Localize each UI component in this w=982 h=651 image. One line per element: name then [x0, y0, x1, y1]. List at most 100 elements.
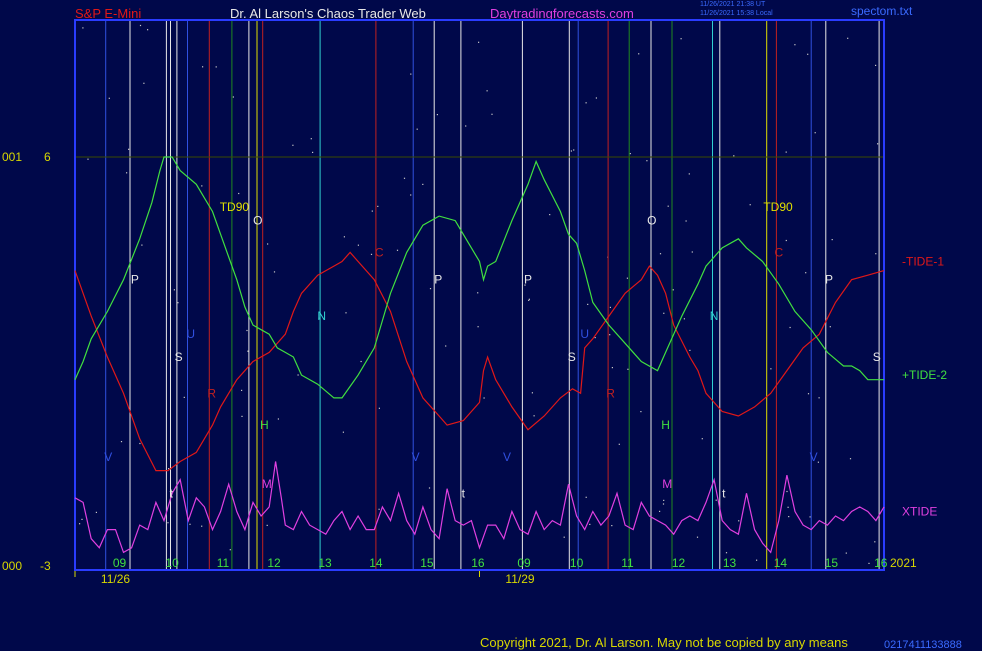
corner-code: 0217411133888 — [884, 639, 962, 651]
star-dot — [396, 249, 399, 251]
star-dot — [701, 438, 703, 440]
hour-tick-label: 13 — [723, 556, 737, 570]
star-dot — [688, 173, 690, 175]
star-dot — [343, 236, 345, 238]
star-dot — [787, 506, 789, 508]
star-dot — [685, 220, 687, 222]
star-dot — [147, 29, 149, 31]
star-dot — [477, 326, 479, 328]
star-dot — [410, 73, 412, 75]
star-dot — [141, 244, 143, 246]
y-left-tick: 000 — [2, 559, 22, 573]
star-dot — [849, 458, 852, 460]
star-dot — [297, 374, 299, 376]
star-dot — [312, 151, 314, 153]
site-link[interactable]: Daytradingforecasts.com — [490, 6, 634, 21]
star-dot — [201, 525, 203, 527]
star-dot — [611, 525, 613, 527]
cycle-marker: R — [606, 386, 615, 400]
cycle-marker: C — [774, 245, 783, 259]
star-dot — [587, 303, 589, 305]
star-dot — [549, 214, 551, 216]
star-dot — [573, 149, 575, 151]
star-dot — [875, 253, 877, 255]
star-dot — [215, 66, 217, 68]
series-line-1 — [74, 156, 884, 399]
star-dot — [232, 96, 234, 98]
series-label: +TIDE-2 — [902, 368, 947, 382]
star-dot — [531, 392, 533, 394]
star-dot — [429, 288, 432, 290]
hour-tick-label: 16 — [471, 556, 485, 570]
star-dot — [202, 66, 204, 68]
star-dot — [585, 102, 587, 104]
star-dot — [238, 192, 240, 195]
star-dot — [594, 337, 596, 339]
star-dot — [345, 312, 347, 314]
star-dot — [789, 326, 791, 329]
star-dot — [128, 148, 130, 150]
hour-tick-label: 11 — [217, 556, 230, 570]
hour-tick-label: 15 — [825, 556, 839, 570]
star-dot — [139, 24, 142, 27]
star-dot — [177, 302, 179, 304]
star-dot — [416, 128, 418, 130]
star-dot — [241, 415, 243, 417]
timestamp-utc: 11/26/2021 21:38 UT — [700, 1, 766, 8]
star-dot — [126, 172, 128, 174]
date-label: 11/29 — [505, 572, 534, 586]
star-dot — [377, 205, 379, 207]
hour-tick-label: 13 — [318, 556, 332, 570]
star-dot — [528, 298, 530, 300]
hour-tick-label: 09 — [517, 556, 531, 570]
star-dot — [173, 289, 175, 291]
star-dot — [267, 243, 269, 245]
star-dot — [563, 536, 565, 538]
star-dot — [436, 114, 438, 116]
hour-tick-label: 12 — [672, 556, 686, 570]
hour-tick-label: 15 — [420, 556, 434, 570]
star-dot — [183, 396, 185, 398]
star-dot — [807, 393, 810, 395]
star-dot — [831, 239, 833, 241]
star-dot — [229, 549, 231, 551]
star-dot — [818, 397, 820, 399]
star-dot — [689, 349, 691, 351]
star-dot — [247, 350, 249, 352]
star-dot — [683, 318, 685, 320]
star-dot — [875, 64, 877, 66]
star-dot — [478, 41, 480, 43]
star-dot — [733, 155, 735, 157]
star-dot — [788, 516, 790, 518]
star-dot — [422, 183, 424, 185]
star-dot — [627, 368, 629, 370]
star-dot — [241, 389, 243, 391]
star-dot — [378, 407, 380, 409]
cycle-marker: N — [317, 309, 326, 323]
cycle-marker: H — [661, 418, 670, 432]
cycle-marker: S — [175, 350, 183, 364]
y-left-tick: 001 — [2, 150, 22, 164]
star-dot — [465, 125, 467, 127]
star-dot — [680, 38, 682, 40]
symbol-label: S&P E-Mini — [75, 6, 142, 21]
star-dot — [403, 177, 406, 179]
star-dot — [528, 299, 530, 301]
star-dot — [428, 487, 431, 489]
y-tick: 6 — [44, 150, 51, 164]
star-dot — [371, 210, 373, 212]
star-dot — [646, 160, 648, 162]
star-dot — [167, 522, 169, 524]
star-dot — [667, 205, 669, 207]
star-dot — [845, 552, 847, 554]
star-dot — [357, 244, 359, 246]
star-dot — [491, 113, 493, 115]
cycle-marker: O — [253, 214, 262, 228]
star-dot — [785, 151, 787, 153]
star-dot — [143, 82, 145, 84]
star-dot — [786, 490, 788, 493]
star-dot — [809, 516, 811, 518]
cycle-marker: V — [503, 450, 511, 464]
star-dot — [533, 415, 535, 417]
star-dot — [663, 312, 665, 314]
